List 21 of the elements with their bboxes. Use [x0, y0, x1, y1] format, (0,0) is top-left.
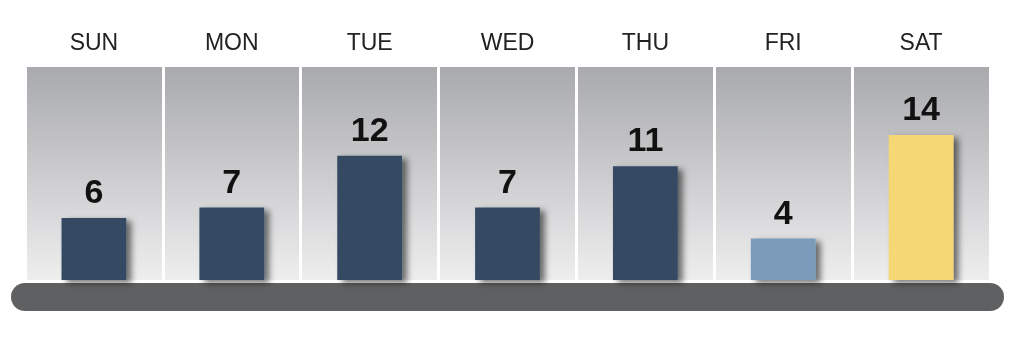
bar [612, 166, 678, 280]
data-label: 7 [498, 161, 517, 200]
bar [888, 135, 954, 280]
x-tick-label: TUE [346, 28, 393, 55]
bar [337, 155, 403, 280]
x-tick-label: SUN [69, 28, 119, 55]
data-label: 6 [84, 171, 104, 210]
data-label: 7 [222, 161, 242, 200]
x-tick-label: WED [480, 28, 535, 55]
data-label: 11 [627, 120, 664, 159]
data-label: 12 [350, 109, 389, 148]
bar [199, 207, 265, 280]
x-tick-label: MON [204, 28, 259, 55]
bar [61, 217, 127, 280]
bar [475, 207, 540, 280]
x-tick-label: FRI [764, 28, 802, 55]
bar [750, 238, 816, 280]
data-label: 4 [773, 192, 793, 231]
x-tick-label: SAT [899, 28, 943, 55]
x-tick-label: THU [621, 28, 669, 55]
data-label: 14 [902, 89, 941, 128]
